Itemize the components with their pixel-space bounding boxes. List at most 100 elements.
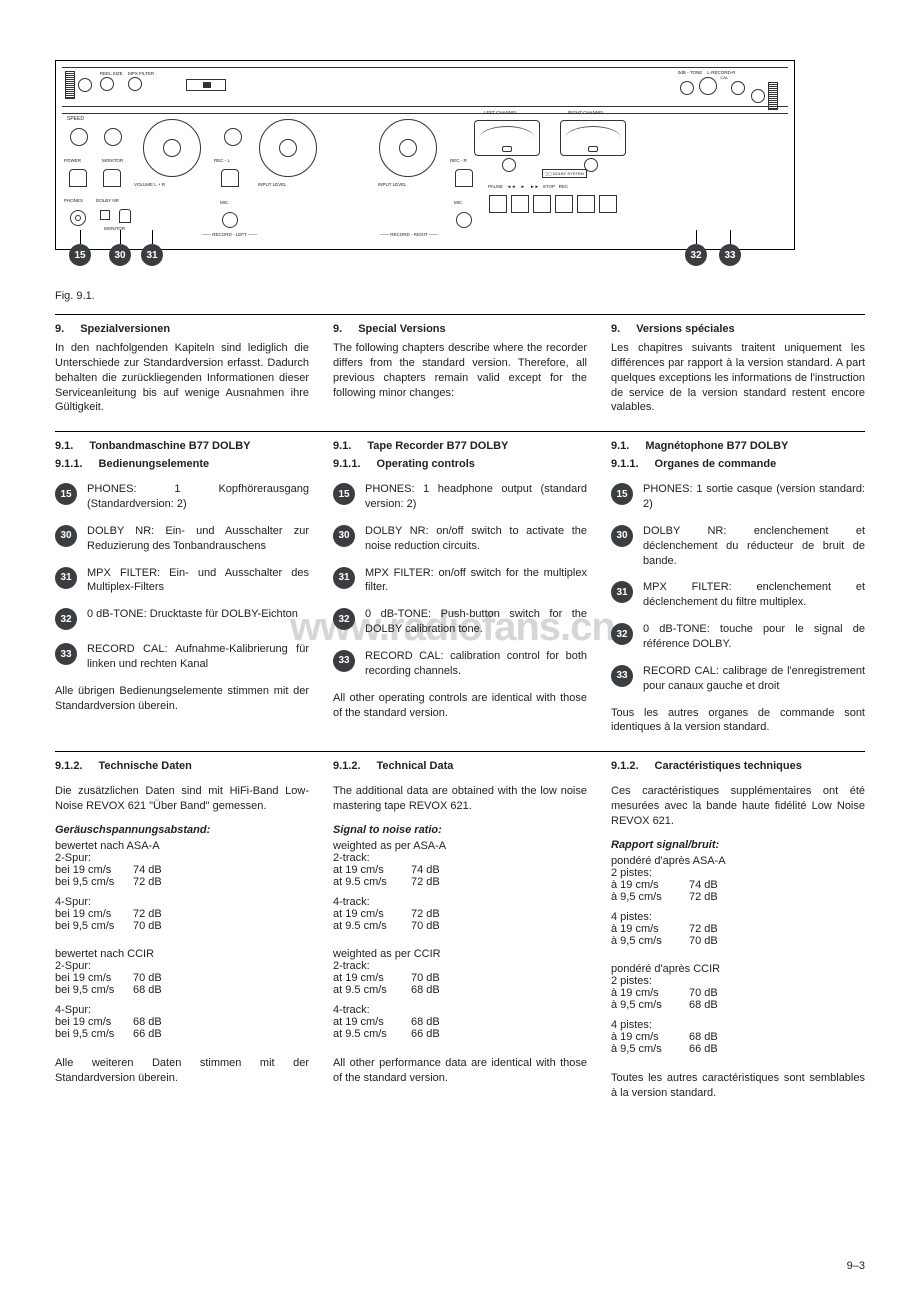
page-number: 9–3	[847, 1260, 865, 1272]
controls-note-de: Alle übrigen Bedienungselemente stimmen …	[55, 684, 309, 714]
rec-label: REC	[559, 184, 569, 189]
v: 72 dB	[411, 908, 461, 920]
bubble: 33	[55, 643, 77, 665]
track2-en2: 2-track:	[333, 960, 587, 972]
h911-num-fr: 9.1.1.	[611, 458, 639, 470]
stop-label: STOP	[543, 184, 555, 189]
r: à 9,5 cm/s	[611, 891, 689, 903]
r: à 19 cm/s	[611, 1031, 689, 1043]
bubble: 31	[611, 581, 633, 603]
h91-num-en: 9.1.	[333, 440, 351, 452]
v: 70 dB	[133, 920, 183, 932]
h912-t-fr: Caractéristiques techniques	[655, 760, 802, 772]
bubble: 30	[55, 525, 77, 547]
asa-en: weighted as per ASA-A	[333, 840, 587, 852]
r: à 9,5 cm/s	[611, 1043, 689, 1055]
ccir-de: bewertet nach CCIR	[55, 948, 309, 960]
controls-note-fr: Tous les autres organes de commande sont…	[611, 706, 865, 736]
h912-n-de: 9.1.2.	[55, 760, 83, 772]
h9-title-fr: Versions spéciales	[636, 323, 734, 335]
item-text: DOLBY NR: Ein- und Ausschalter zur Reduz…	[87, 524, 309, 554]
pause-label: PAUSE	[488, 184, 503, 189]
v: 74 dB	[133, 864, 183, 876]
techintro-en: The additional data are obtained with th…	[333, 784, 587, 814]
section-rule-2	[55, 431, 865, 432]
snr-en: Signal to noise ratio:	[333, 824, 587, 836]
r: at 9.5 cm/s	[333, 876, 411, 888]
v: 68 dB	[133, 984, 183, 996]
reel-label: REEL SIZE	[100, 71, 123, 76]
r: à 19 cm/s	[611, 987, 689, 999]
r: à 19 cm/s	[611, 879, 689, 891]
input1-label: INPUT LEVEL	[258, 182, 287, 187]
snr-de: Geräuschspannungsabstand:	[55, 824, 309, 836]
input2-label: INPUT LEVEL	[378, 182, 407, 187]
h91-num-fr: 9.1.	[611, 440, 629, 452]
asa-de: bewertet nach ASA-A	[55, 840, 309, 852]
figure-caption: Fig. 9.1.	[55, 290, 865, 302]
v: 70 dB	[689, 935, 739, 947]
monitor-label: MONITOR	[102, 158, 123, 163]
monout-label: MONITOR	[104, 226, 125, 231]
outro-fr: Toutes les autres caractéristiques sont …	[611, 1071, 865, 1101]
recleft-label: RECORD - LEFT	[212, 232, 246, 237]
rightch-label: RIGHT CHANNEL	[568, 110, 605, 115]
v: 68 dB	[411, 1016, 461, 1028]
section-rule-3	[55, 751, 865, 752]
h911-num-en: 9.1.1.	[333, 458, 361, 470]
speed-label: SPEED	[67, 116, 84, 122]
r: at 19 cm/s	[333, 972, 411, 984]
h91-t-en: Tape Recorder B77 DOLBY	[367, 440, 508, 452]
bubble: 15	[611, 483, 633, 505]
recright-label: RECORD - RIGHT	[390, 232, 427, 237]
ccir-en: weighted as per CCIR	[333, 948, 587, 960]
h911-t-de: Bedienungselemente	[99, 458, 210, 470]
bubble: 30	[611, 525, 633, 547]
dolby-badge: ◻◻ DOLBY SYSTEM	[542, 169, 587, 178]
r: at 9.5 cm/s	[333, 1028, 411, 1040]
mic1-label: MIC	[220, 200, 228, 205]
h911-t-fr: Organes de commande	[655, 458, 777, 470]
bubble: 32	[333, 608, 355, 630]
cal-label: CAL	[720, 75, 728, 80]
item-text: PHONES: 1 Kopfhörerausgang (Standardvers…	[87, 482, 309, 512]
bubble: 15	[333, 483, 355, 505]
v: 74 dB	[689, 879, 739, 891]
section-rule	[55, 314, 865, 315]
bubble: 32	[55, 608, 77, 630]
track2-fr2: 2 pistes:	[611, 975, 865, 987]
recl-label: REC - L	[214, 158, 230, 163]
item-text: 0 dB-TONE: touche pour le signal de réfé…	[643, 622, 865, 652]
control-panel-diagram: REEL SIZE MPX FILTER 0dB - TONE L-RECORD…	[55, 60, 795, 250]
h911-num-de: 9.1.1.	[55, 458, 83, 470]
bubble: 31	[55, 567, 77, 589]
track4-de: 4-Spur:	[55, 896, 309, 908]
leftch-label: LEFT CHANNEL	[484, 110, 518, 115]
r: bei 19 cm/s	[55, 864, 133, 876]
item-text: RECORD CAL: Aufnahme-Kalibrierung für li…	[87, 642, 309, 672]
v: 68 dB	[689, 999, 739, 1011]
item-text: PHONES: 1 sortie casque (version standar…	[643, 482, 865, 512]
snr-fr: Rapport signal/bruit:	[611, 839, 865, 851]
bubble: 30	[333, 525, 355, 547]
v: 68 dB	[411, 984, 461, 996]
recr-label: REC - R	[450, 158, 467, 163]
v: 72 dB	[133, 876, 183, 888]
track2-de2: 2-Spur:	[55, 960, 309, 972]
callout-30: 30	[109, 244, 131, 266]
track2-de: 2-Spur:	[55, 852, 309, 864]
v: 68 dB	[133, 1016, 183, 1028]
ff-label: ►►	[530, 184, 539, 189]
r: at 9.5 cm/s	[333, 920, 411, 932]
r: à 19 cm/s	[611, 923, 689, 935]
bubble: 32	[611, 623, 633, 645]
bubble: 33	[611, 665, 633, 687]
h9-title-de: Spezialversionen	[80, 323, 170, 335]
volume-label: VOLUME L + R	[134, 182, 165, 187]
item-text: DOLBY NR: enclenchement et déclenchement…	[643, 524, 865, 569]
r: à 9,5 cm/s	[611, 999, 689, 1011]
h912-n-en: 9.1.2.	[333, 760, 361, 772]
item-text: DOLBY NR: on/off switch to activate the …	[365, 524, 587, 554]
callout-31: 31	[141, 244, 163, 266]
ccir-fr: pondéré d'après CCIR	[611, 963, 865, 975]
